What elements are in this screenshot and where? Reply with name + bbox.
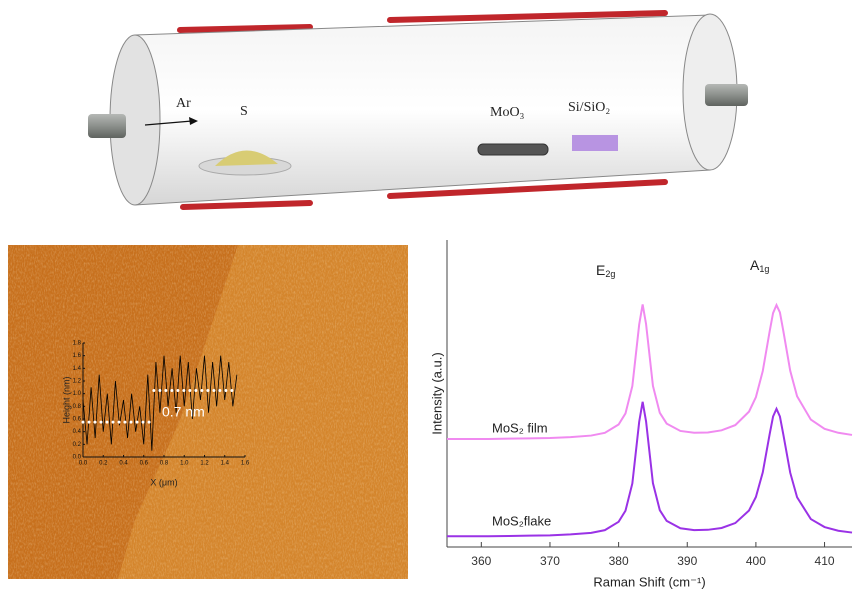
y-tick-label: 0.8 [73, 404, 82, 410]
substrate [572, 135, 618, 151]
tube-body [135, 15, 710, 205]
data-line [447, 304, 852, 438]
y-tick-label: 1.2 [73, 379, 82, 385]
x-tick-label: 0.8 [160, 461, 169, 467]
y-axis-label: Height (nm) [61, 376, 71, 423]
series-label: MoS₂ film [492, 420, 548, 435]
peak-label: E2g [596, 262, 615, 280]
x-tick-label: 0.2 [99, 461, 108, 467]
x-tick-label: 370 [540, 554, 560, 568]
x-axis-label: X (μm) [150, 477, 177, 487]
peak-label-sub: 2g [605, 269, 615, 279]
inlet [88, 114, 126, 138]
annotation: 0.7 nm [162, 404, 205, 420]
label: Si/SiO₂ [568, 100, 610, 115]
x-tick-label: 410 [815, 554, 835, 568]
y-tick-label: 1.0 [73, 391, 82, 397]
y-tick-label: 1.4 [73, 366, 82, 372]
x-tick-label: 380 [609, 554, 629, 568]
x-tick-label: 0.6 [140, 461, 149, 467]
cvd-diagram: Ar S MoO₃ Si/SiO₂ [88, 13, 748, 207]
y-tick-label: 0.0 [73, 455, 82, 461]
peak-label: A1g [750, 257, 769, 275]
x-tick-label: 0.4 [119, 461, 128, 467]
y-tick-label: 1.8 [73, 341, 82, 347]
heater [183, 203, 310, 207]
page: {"diagram": {"labels": {"gas": "Ar", "su… [0, 0, 856, 590]
label: Ar [176, 96, 191, 111]
x-tick-label: 1.0 [180, 461, 189, 467]
x-tick-label: 1.2 [200, 461, 209, 467]
moo3-boat [478, 144, 548, 155]
x-tick-label: 390 [677, 554, 697, 568]
peak-label-sub: 1g [759, 264, 769, 274]
y-tick-label: 1.6 [73, 353, 82, 359]
series-label: MoS₂flake [492, 513, 551, 528]
figure: Ar S MoO₃ Si/SiO₂ 0.0 0.2 0.4 0.6 0.8 1.0 1.2 1… [0, 0, 856, 590]
x-tick-label: 360 [471, 554, 491, 568]
y-axis-label: Intensity (a.u.) [429, 352, 444, 434]
y-tick-label: 0.2 [73, 442, 82, 448]
x-tick-label: 0.0 [79, 461, 88, 467]
raman-chart: 360 370 380 390 400 410 Raman Shift (cm⁻¹) Inte… [429, 240, 852, 589]
x-tick-label: 1.4 [221, 461, 230, 467]
x-tick-label: 1.6 [241, 461, 250, 467]
peak-label-base: E [596, 262, 605, 278]
outlet [705, 84, 748, 106]
label: S [240, 104, 248, 119]
x-axis-label: Raman Shift (cm⁻¹) [593, 574, 705, 589]
x-tick-label: 400 [746, 554, 766, 568]
y-tick-label: 0.4 [73, 429, 82, 435]
label: MoO₃ [490, 105, 525, 120]
y-tick-label: 0.6 [73, 417, 82, 423]
